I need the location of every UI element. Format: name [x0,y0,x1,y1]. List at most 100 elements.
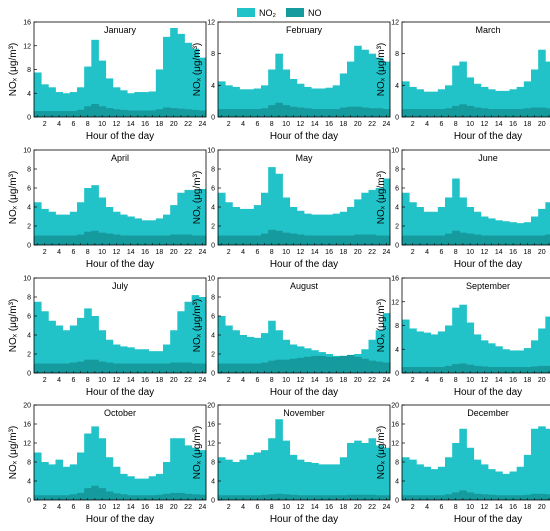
no2-bar [91,316,99,373]
no2-bar [239,459,248,501]
x-axis-label: Hour of the day [86,387,154,398]
no-bar [134,495,142,500]
x-tick-label: 12 [297,504,305,511]
no-bar [170,234,178,245]
no-bar [218,109,226,117]
no2-bar [268,69,276,117]
no2-bar [445,85,453,117]
no-bar [253,495,262,500]
no-bar [55,111,64,117]
no2-bar [275,173,283,245]
no-bar [459,232,467,245]
x-tick-label: 18 [340,504,348,511]
x-tick-label: 2 [227,504,231,511]
no2-bar [466,77,475,117]
y-tick-label: 10 [207,148,215,155]
no2-bar [318,214,326,245]
no-bar [84,359,92,373]
no-bar [545,365,550,374]
y-tick-label: 0 [395,115,399,122]
no2-bar [134,478,142,501]
x-tick-label: 14 [311,504,319,511]
y-axis-label: NOₓ (μg/m³) [8,43,19,96]
no2-bar [134,92,142,117]
x-tick-label: 12 [113,504,121,511]
x-tick-label: 12 [481,249,489,256]
y-axis-label: NOₓ (μg/m³) [192,171,203,224]
x-tick-label: 22 [184,249,192,256]
plot-frame [217,404,391,501]
y-tick-label: 0 [27,371,31,378]
no2-bar [325,214,334,245]
no2-bar [409,86,417,117]
no2-bar [375,57,384,118]
no-bar [354,494,362,500]
no2-bar [430,91,439,117]
no-bar [509,109,518,117]
no-bar [325,495,334,500]
no2-bar [452,178,460,245]
no-bar [416,235,424,245]
no-bar [332,235,341,245]
y-tick-label: 2 [211,352,215,359]
no-bar [261,362,269,373]
panel-december: December04812162024681012141618202224Hou… [376,403,550,525]
no2-bar [48,87,56,117]
no2-bar [170,330,178,373]
y-tick-label: 12 [391,299,399,306]
x-tick-label: 20 [538,121,546,128]
no-bar [452,230,460,245]
no2-bar [488,89,496,117]
no2-bar [148,476,157,500]
x-tick-label: 6 [439,504,443,511]
legend-no2-label: NO₂ [259,8,277,18]
no2-bar [430,469,439,501]
no-bar [163,107,171,117]
no-bar [354,356,362,373]
no-bar [120,363,128,373]
no2-bar [545,61,550,117]
no-bar [311,355,319,373]
no-bar [127,363,135,373]
no-bar [289,358,298,373]
no-bar [98,232,107,245]
x-tick-label: 10 [98,249,106,256]
no-bar [347,106,355,117]
no2-bar [184,189,193,245]
x-tick-label: 12 [297,121,305,128]
no-bar [177,492,185,501]
no2-bar [459,304,467,373]
x-axis-label: Hour of the day [454,514,522,525]
no2-bar [445,457,453,500]
no-bar [368,234,377,245]
x-tick-label: 16 [509,504,517,511]
no-bar [538,365,546,374]
no2-bar [91,426,99,501]
x-tick-label: 2 [411,377,415,384]
no2-bar [218,81,226,118]
x-axis-label: Hour of the day [86,514,154,525]
x-tick-label: 6 [71,249,75,256]
y-tick-label: 4 [211,333,215,340]
x-tick-label: 24 [383,504,391,511]
no2-bar [354,45,362,117]
no2-bar [225,202,233,245]
y-tick-label: 12 [207,20,215,27]
no2-bar [368,339,377,373]
y-tick-label: 8 [27,460,31,467]
no2-bar [191,189,200,245]
no2-bar [368,53,377,117]
x-tick-label: 14 [127,249,135,256]
x-tick-label: 8 [270,249,274,256]
y-tick-label: 6 [211,314,215,321]
no-bar [48,111,56,117]
no2-bar [120,346,128,373]
no-bar [34,235,42,245]
no-bar [41,363,49,373]
x-axis-label: Hour of the day [270,259,338,270]
x-tick-label: 10 [466,504,474,511]
x-tick-label: 20 [170,121,178,128]
no2-bar [452,307,460,373]
no-bar [163,363,171,373]
no2-bar [48,211,56,245]
